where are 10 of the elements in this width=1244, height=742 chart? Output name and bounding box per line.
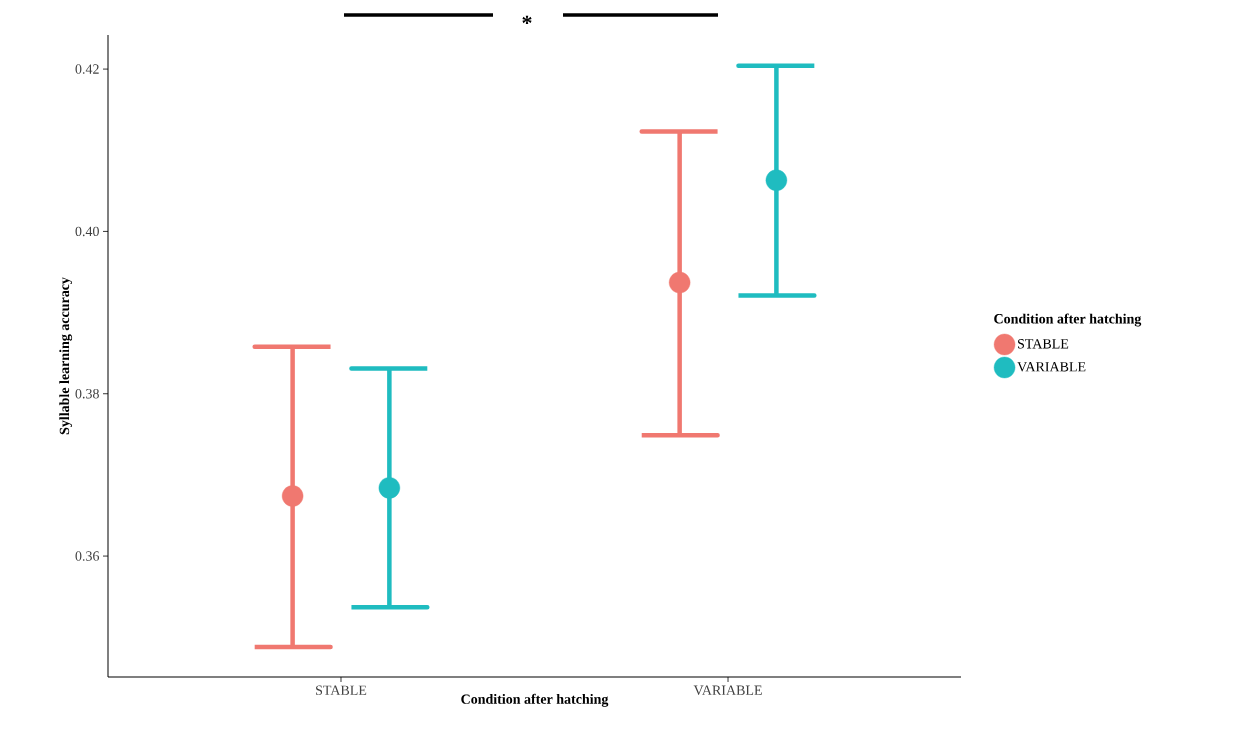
y-tick-label: 0.42 [75,64,99,74]
legend-label: STABLE [1018,339,1069,349]
y-tick-label: 0.40 [75,226,99,237]
legend-label: VARIABLE [1017,362,1086,372]
x-axis-title: Condition after hatching [461,693,609,707]
legend-title: Condition after hatching [994,313,1142,327]
y-tick-label: 0.38 [75,388,99,399]
y-axis-title: Syllable learning accuracy [59,277,73,435]
y-tick-label: 0.36 [75,551,100,561]
text: * [522,15,532,25]
